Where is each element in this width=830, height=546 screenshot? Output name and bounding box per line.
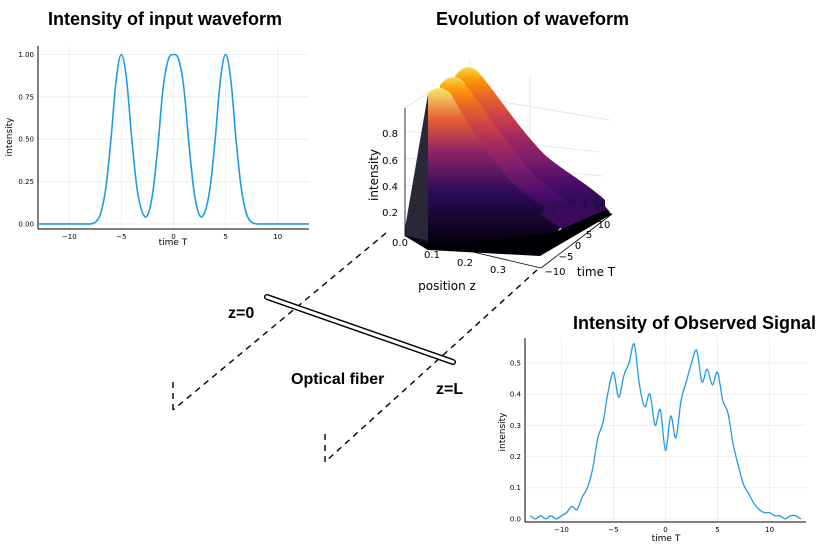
- observed-y-tick-label: 0.4: [510, 391, 522, 399]
- observed-y-tick-label: 0.1: [510, 484, 521, 492]
- fiber-label: Optical fiber: [291, 371, 385, 388]
- surface-ztick: 0.6: [382, 156, 398, 167]
- z0-label: z=0: [228, 305, 255, 322]
- observed-x-tick-label: 5: [715, 526, 719, 534]
- surface-ridge-front: [428, 88, 562, 250]
- observed-x-tick-label: 0: [663, 526, 667, 534]
- observed-chart-grid: [525, 338, 806, 522]
- surface-ytick: −5: [559, 252, 574, 263]
- surface-x-axis: [404, 235, 542, 269]
- surface-xtick: 0.0: [392, 238, 408, 249]
- observed-x-tick-label: −10: [554, 526, 569, 534]
- observed-signal-chart: −10 −5 0 5 10 0.0 0.1 0.2 0.3 0.4 0.5 time T inten…: [498, 338, 806, 544]
- observed-x-label: time T: [652, 534, 681, 544]
- optical-fiber: [264, 294, 456, 365]
- input-y-tick-label: 0.00: [18, 220, 34, 228]
- input-series-line: [38, 53, 309, 225]
- input-waveform-chart: −10 −5 0 5 10 0.00 0.25 0.50 0.75 1.00 time T int…: [5, 46, 309, 248]
- surface-crest-lines: [427, 67, 481, 97]
- observed-y-tick-label: 0.0: [510, 515, 521, 523]
- surface-floor-left-strip: [405, 94, 428, 250]
- surface-ztick: 0.2: [382, 208, 398, 219]
- surface-ytick: 0: [575, 241, 581, 252]
- observed-y-label: intensity: [498, 412, 508, 452]
- input-y-tick-label: 0.75: [18, 93, 34, 101]
- input-y-label: intensity: [5, 117, 15, 157]
- input-x-tick-label: 0: [171, 233, 175, 241]
- surface-y-axis: [540, 213, 613, 269]
- z0-projection-line: [172, 232, 387, 411]
- observed-series-line: [529, 343, 802, 520]
- zL-projection-line: [324, 269, 538, 463]
- surface-floor: [405, 210, 612, 256]
- observed-x-tick-label: 10: [765, 526, 774, 534]
- surface-xtick: 0.2: [457, 258, 473, 269]
- input-chart-title: Intensity of input waveform: [48, 9, 283, 29]
- input-x-tick-label: 5: [223, 233, 227, 241]
- input-chart-grid: [38, 46, 309, 229]
- input-x-tick-label: 10: [273, 233, 282, 241]
- observed-y-tick-label: 0.2: [510, 453, 521, 461]
- evolution-surface-chart: 0.8 0.6 0.4 0.2 0.0 0.1 0.2 0.3 −10 −5 0…: [367, 60, 616, 293]
- input-x-tick-label: −5: [116, 233, 126, 241]
- observed-y-tick-label: 0.5: [510, 359, 521, 367]
- observed-chart-title: Intensity of Observed Signal: [573, 313, 817, 333]
- surface-z-label: intensity: [367, 149, 381, 201]
- projection-lines: [172, 232, 538, 463]
- observed-x-tick-label: −5: [608, 526, 618, 534]
- surface-ytick: 10: [598, 220, 611, 231]
- input-chart-ticks: −10 −5 0 5 10 0.00 0.25 0.50 0.75 1.00: [18, 51, 282, 241]
- observed-chart-ticks: −10 −5 0 5 10 0.0 0.1 0.2 0.3 0.4 0.5: [510, 359, 774, 534]
- input-x-label: time T: [159, 238, 188, 248]
- evolution-chart-title: Evolution of waveform: [436, 9, 630, 29]
- surface-y-label: time T: [577, 265, 616, 279]
- zL-label: z=L: [436, 381, 464, 398]
- input-x-tick-label: −10: [62, 233, 77, 241]
- surface-ytick: −10: [544, 267, 565, 278]
- surface-ztick: 0.8: [382, 129, 398, 140]
- surface-xtick: 0.3: [490, 265, 506, 276]
- input-y-tick-label: 1.00: [18, 51, 34, 59]
- surface-noisy-tail: [540, 186, 610, 232]
- input-y-tick-label: 0.25: [18, 178, 34, 186]
- surface-xtick: 0.1: [424, 250, 440, 261]
- input-y-tick-label: 0.50: [18, 136, 34, 144]
- surface-ytick: 5: [586, 230, 592, 241]
- surface-ztick: 0.4: [382, 182, 398, 193]
- observed-y-tick-label: 0.3: [510, 422, 521, 430]
- surface-x-label: position z: [418, 279, 476, 293]
